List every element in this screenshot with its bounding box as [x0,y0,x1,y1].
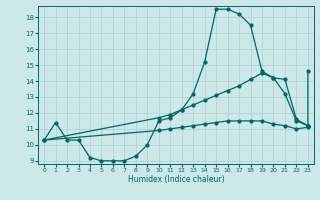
X-axis label: Humidex (Indice chaleur): Humidex (Indice chaleur) [128,175,224,184]
